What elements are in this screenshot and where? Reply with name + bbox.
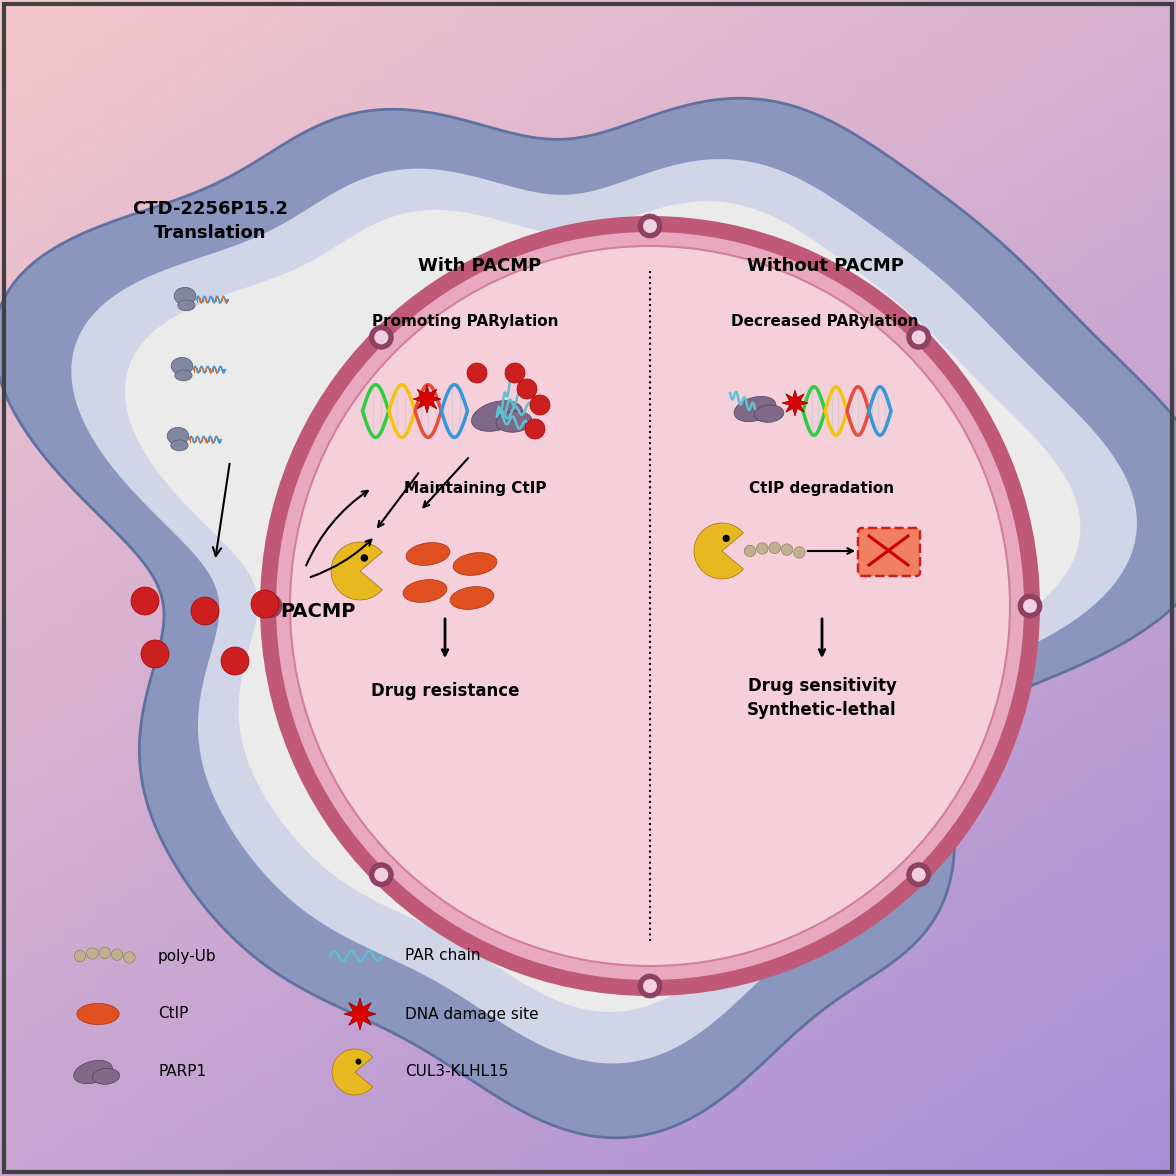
Circle shape	[374, 330, 388, 345]
Circle shape	[290, 246, 1010, 965]
Ellipse shape	[450, 587, 494, 609]
Circle shape	[361, 554, 368, 562]
Circle shape	[369, 326, 393, 349]
Circle shape	[639, 974, 662, 998]
Polygon shape	[125, 201, 1081, 1013]
FancyArrowPatch shape	[213, 463, 229, 556]
Polygon shape	[413, 385, 441, 413]
Ellipse shape	[472, 401, 522, 432]
Circle shape	[276, 232, 1024, 980]
Circle shape	[781, 543, 793, 555]
Circle shape	[524, 419, 544, 439]
Circle shape	[907, 863, 930, 887]
Text: CtIP: CtIP	[158, 1007, 188, 1022]
FancyBboxPatch shape	[858, 528, 920, 576]
Text: Drug resistance: Drug resistance	[370, 682, 520, 700]
Circle shape	[756, 543, 768, 554]
Circle shape	[263, 599, 278, 613]
Ellipse shape	[167, 427, 189, 445]
Circle shape	[355, 1058, 361, 1064]
Text: Decreased PARylation: Decreased PARylation	[731, 314, 918, 328]
Circle shape	[123, 951, 135, 963]
Circle shape	[1018, 594, 1042, 619]
Ellipse shape	[734, 396, 776, 421]
Circle shape	[643, 219, 657, 233]
Wedge shape	[332, 1049, 373, 1095]
Circle shape	[369, 863, 393, 887]
Circle shape	[505, 363, 524, 383]
Circle shape	[1023, 599, 1037, 613]
Circle shape	[517, 379, 537, 399]
Ellipse shape	[74, 1061, 113, 1083]
Text: Without PACMP: Without PACMP	[747, 258, 903, 275]
Polygon shape	[345, 998, 376, 1030]
Circle shape	[907, 326, 930, 349]
Text: CTD-2256P15.2
Translation: CTD-2256P15.2 Translation	[132, 200, 288, 242]
Circle shape	[141, 640, 169, 668]
Text: Drug sensitivity
Synthetic-lethal: Drug sensitivity Synthetic-lethal	[747, 677, 897, 719]
Circle shape	[639, 214, 662, 238]
Circle shape	[374, 868, 388, 882]
Polygon shape	[0, 99, 1176, 1138]
Circle shape	[911, 330, 926, 345]
Circle shape	[260, 216, 1040, 996]
Circle shape	[87, 948, 98, 960]
Wedge shape	[694, 523, 743, 579]
Ellipse shape	[496, 412, 532, 433]
Polygon shape	[72, 159, 1137, 1063]
Text: With PACMP: With PACMP	[419, 258, 542, 275]
Circle shape	[467, 363, 487, 383]
Circle shape	[112, 949, 122, 961]
Circle shape	[744, 546, 756, 556]
Circle shape	[643, 978, 657, 993]
Ellipse shape	[171, 440, 188, 450]
Text: PACMP: PACMP	[280, 601, 355, 621]
Ellipse shape	[178, 300, 195, 310]
Ellipse shape	[172, 358, 193, 375]
Ellipse shape	[453, 553, 497, 575]
Circle shape	[911, 868, 926, 882]
Circle shape	[250, 590, 279, 619]
Circle shape	[99, 947, 111, 958]
Text: PAR chain: PAR chain	[405, 949, 481, 963]
Ellipse shape	[406, 542, 450, 566]
Ellipse shape	[174, 287, 195, 305]
Text: Promoting PARylation: Promoting PARylation	[372, 314, 559, 328]
Text: PARP1: PARP1	[158, 1064, 206, 1080]
Circle shape	[530, 395, 550, 415]
Ellipse shape	[76, 1003, 119, 1024]
Circle shape	[191, 597, 219, 624]
Circle shape	[722, 535, 730, 542]
Ellipse shape	[92, 1068, 120, 1084]
Wedge shape	[330, 542, 382, 600]
Circle shape	[74, 950, 86, 962]
Circle shape	[221, 647, 249, 675]
Ellipse shape	[175, 370, 192, 381]
Circle shape	[131, 587, 159, 615]
Text: CtIP degradation: CtIP degradation	[749, 481, 895, 495]
Ellipse shape	[754, 405, 784, 422]
Circle shape	[794, 547, 806, 559]
Circle shape	[258, 594, 282, 619]
Text: DNA damage site: DNA damage site	[405, 1007, 539, 1022]
Text: CUL3-KLHL15: CUL3-KLHL15	[405, 1064, 508, 1080]
Polygon shape	[782, 390, 808, 416]
Ellipse shape	[403, 580, 447, 602]
Circle shape	[769, 542, 781, 554]
Text: Maintaining CtIP: Maintaining CtIP	[403, 481, 546, 495]
Text: poly-Ub: poly-Ub	[158, 949, 216, 963]
